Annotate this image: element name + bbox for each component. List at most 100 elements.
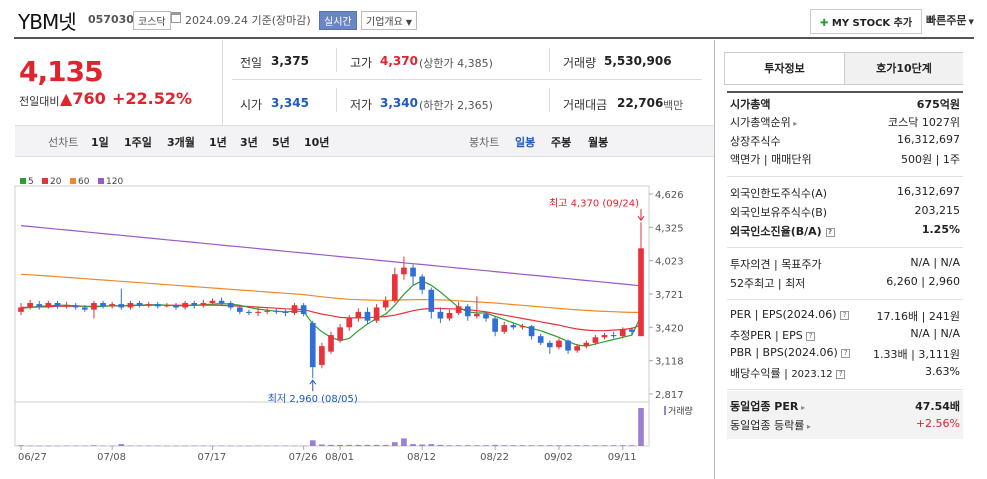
y-tick-label: 4,325 [655,223,684,234]
price-chart[interactable]: 4,626 4,325 4,023 3,721 3,420 3,118 2,817 06/27… [0,170,714,479]
legend-swatch [42,178,48,184]
info-value: 1.25% [921,223,960,236]
company-info-label: 기업개요 [366,17,403,28]
candle-body [118,304,125,308]
my-stock-add-button[interactable]: ✚ MY STOCK 추가 [810,9,923,34]
company-info-dropdown[interactable]: 기업개요 ▼ [361,11,417,30]
volume-bar [510,445,517,446]
info-value: 203,215 [914,204,961,217]
volume-bar [419,444,426,446]
stock-name: YBM넷 [18,10,77,34]
volume-bar [118,444,125,446]
info-key: 외국인보유주식수(B) [730,206,828,219]
volume-bar [81,445,88,447]
x-tick-label: 07/17 [197,452,226,463]
current-price: 4,135 [19,55,104,88]
candle-monthly[interactable]: 월봉 [588,136,609,149]
info-row-per: PER | EPS(2024.06) ? 17.16배 | 241원 [730,308,960,325]
help-icon[interactable]: ? [840,310,850,320]
open-label: 시가 [240,98,263,112]
info-value-text: 6,260 [886,275,918,288]
legend-swatch [20,178,26,184]
volume-bar [583,445,590,446]
info-value: +2.56% [915,417,960,430]
candle-body [209,300,216,304]
candle-body [410,267,416,277]
x-tick-label: 09/11 [608,452,637,463]
candle-body [273,310,280,312]
info-key: 추정PER | EPS ? [730,327,816,343]
volume-bar [154,445,161,447]
info-key-text: 매매단위 [771,153,812,166]
quick-order-link[interactable]: 빠른주문 ▼ [926,12,974,28]
realtime-badge[interactable]: 실시간 [319,11,357,30]
x-tick-label: 08/22 [480,452,509,463]
y-tick-label: 2,817 [655,390,684,401]
y-tick-label: 4,023 [655,257,684,268]
volume-bar [474,445,480,446]
volume-bar [191,445,198,447]
candle-weekly[interactable]: 주봉 [551,136,572,149]
ma20-line [21,304,642,332]
chevron-down-icon: ▼ [405,18,412,27]
period-10y[interactable]: 10년 [304,136,330,149]
period-3m[interactable]: 3개월 [167,136,195,149]
candle-body [191,303,198,306]
candle-body [592,337,599,343]
help-icon[interactable]: ? [825,227,835,237]
y-tick-label: 3,721 [655,290,684,301]
change-label: 전일대비 [19,95,60,108]
help-icon[interactable]: ? [806,331,816,341]
info-key: 시가총액순위 ▸ [730,114,797,130]
volume-bar [601,445,608,446]
info-date: 2023.12 [791,369,833,380]
divider [549,48,550,72]
tab-invest-info[interactable]: 투자정보 [725,53,844,84]
period-3y[interactable]: 3년 [240,136,258,149]
volume-bar [300,445,307,447]
candle-daily[interactable]: 일봉 [515,136,536,149]
chevron-right-icon: ▸ [790,119,798,128]
volume-bar [145,445,152,447]
info-value: 17.16배 | 241원 [876,310,960,323]
info-key: 시가총액 [730,98,771,111]
divider [549,88,550,112]
period-5y[interactable]: 5년 [272,136,290,149]
volume-bar [173,445,179,447]
candle-body [492,318,498,332]
legend-label: 5 [28,177,34,187]
period-1d[interactable]: 1일 [91,136,109,149]
candle-body [401,267,407,275]
volume-bar [519,445,526,446]
help-icon[interactable]: ? [836,369,846,379]
period-1y[interactable]: 1년 [209,136,227,149]
chart-toolbar [15,125,714,157]
info-key-text: PER [730,308,752,321]
volume-bar [638,408,644,446]
candle-body [601,335,608,338]
candle-body [373,307,380,321]
period-1w[interactable]: 1주일 [124,136,152,149]
candle-body [18,307,24,312]
candle-body [27,303,33,308]
candle-body [455,306,462,313]
candle-body [619,329,626,337]
info-tabs: 투자정보 호가10단계 [724,52,963,85]
chevron-down-icon: ▼ [968,18,974,26]
volume-bar [410,444,416,446]
help-icon[interactable]: ? [841,348,851,358]
candle-body [36,304,43,307]
volume-bar [446,445,453,446]
my-stock-label: MY STOCK 추가 [831,18,913,29]
amount-value: 22,706 [617,96,664,110]
volume-bar [100,445,106,447]
volume-bar [109,445,116,447]
info-row-industry-rate: 동일업종 등락률 ▸ +2.56% [730,417,960,434]
candle-body [127,303,134,308]
tab-hoga[interactable]: 호가10단계 [844,53,963,84]
volume-bar [328,444,334,446]
x-tick-label: 09/02 [544,452,573,463]
info-key: 액면가 | 매매단위 [730,153,812,166]
info-value-text: 17.16배 [876,310,919,323]
up-triangle-icon: ▲ [60,89,73,108]
